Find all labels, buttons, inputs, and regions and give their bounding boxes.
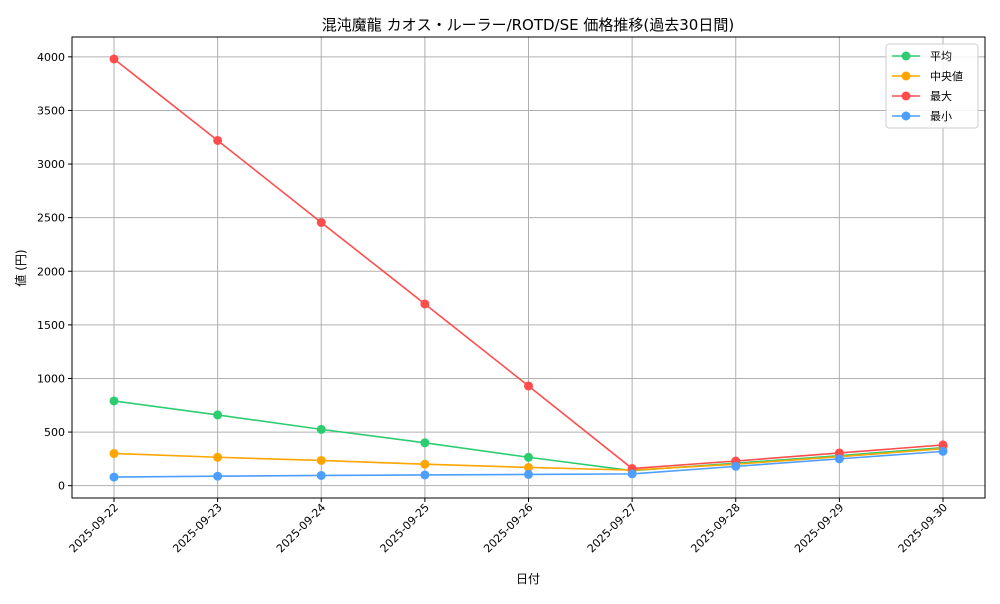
data-point <box>627 469 637 479</box>
legend-marker <box>901 91 911 101</box>
data-point <box>524 452 533 462</box>
x-tick-label: 2025-09-30 <box>896 501 950 555</box>
x-tick-label: 2025-09-26 <box>481 501 535 555</box>
data-point <box>938 440 948 450</box>
data-point <box>213 471 223 481</box>
data-point <box>524 469 533 479</box>
data-point <box>420 438 430 448</box>
y-tick-label: 4000 <box>37 51 65 64</box>
data-point <box>109 396 119 406</box>
y-tick-label: 500 <box>44 426 65 439</box>
x-tick-label: 2025-09-29 <box>792 501 846 555</box>
data-point <box>213 452 223 462</box>
data-point <box>938 446 948 456</box>
x-tick-label: 2025-09-22 <box>67 501 121 555</box>
legend-label: 中央値 <box>930 70 963 83</box>
data-point <box>420 470 430 480</box>
y-axis-ticks: 0 500 1000 1500 2000 2500 3000 3500 4000 <box>37 51 72 493</box>
data-point <box>316 455 326 465</box>
y-tick-label: 0 <box>58 480 65 493</box>
data-point <box>316 424 326 434</box>
legend-marker <box>901 111 911 121</box>
x-tick-label: 2025-09-25 <box>378 501 432 555</box>
legend-marker <box>901 51 911 61</box>
y-tick-label: 1000 <box>37 372 65 385</box>
data-point <box>834 454 844 464</box>
data-point <box>213 135 223 145</box>
legend-label: 最大 <box>930 89 952 103</box>
y-tick-label: 3000 <box>37 158 65 171</box>
x-axis-ticks: 2025-09-22 2025-09-23 2025-09-24 2025-09-25… <box>67 498 950 555</box>
series-3 <box>109 446 948 482</box>
data-point <box>731 461 741 471</box>
data-point <box>109 54 119 64</box>
y-axis-label: 値 (円) <box>13 249 28 286</box>
chart-title: 混沌魔龍 カオス・ルーラー/ROTD/SE 価格推移(過去30日間) <box>322 16 734 34</box>
legend-box <box>885 43 979 129</box>
data-point <box>524 462 533 472</box>
x-tick-label: 2025-09-23 <box>170 501 224 555</box>
x-tick-label: 2025-09-27 <box>585 501 639 555</box>
legend-marker <box>901 71 911 81</box>
series-group <box>109 54 948 482</box>
x-tick-label: 2025-09-28 <box>688 501 742 555</box>
x-axis-label: 日付 <box>516 572 540 586</box>
data-point <box>420 299 430 309</box>
legend-label: 平均 <box>930 50 952 63</box>
data-point <box>109 472 119 482</box>
data-point <box>524 381 533 391</box>
y-tick-label: 2000 <box>37 265 65 278</box>
grid <box>72 37 985 498</box>
data-point <box>213 410 223 420</box>
x-tick-label: 2025-09-24 <box>274 501 328 555</box>
y-tick-label: 3500 <box>37 104 65 117</box>
data-point <box>420 459 430 469</box>
y-tick-label: 2500 <box>37 212 65 225</box>
y-tick-label: 1500 <box>37 319 65 332</box>
data-point <box>316 470 326 480</box>
data-point <box>109 449 119 459</box>
data-point <box>316 217 326 227</box>
legend-label: 最小 <box>930 110 952 123</box>
